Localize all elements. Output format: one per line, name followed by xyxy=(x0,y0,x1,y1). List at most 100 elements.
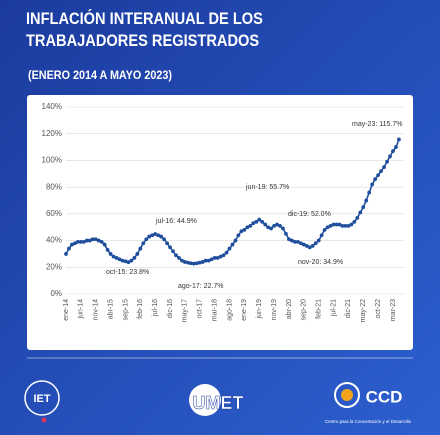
data-point xyxy=(156,233,161,238)
iet-logo: IET xyxy=(33,393,50,405)
annotation: dic-19: 52.0% xyxy=(288,211,331,218)
data-point xyxy=(316,238,321,243)
x-tick-label: jun-19 xyxy=(256,299,263,320)
iet-logo-dot xyxy=(41,417,47,423)
data-point xyxy=(355,215,360,220)
x-tick-label: ene-19 xyxy=(241,299,248,321)
umet-logo: UMET xyxy=(193,393,244,413)
data-point xyxy=(370,182,375,187)
data-point xyxy=(132,256,137,260)
y-tick-label: 40% xyxy=(46,236,62,245)
data-point xyxy=(168,245,172,250)
data-point xyxy=(388,154,392,159)
data-point xyxy=(159,234,164,239)
data-point xyxy=(64,252,68,256)
data-point xyxy=(67,246,71,251)
data-point xyxy=(105,248,110,252)
data-point xyxy=(87,238,92,243)
data-point xyxy=(191,261,196,266)
ccd-logo-ring xyxy=(334,382,360,408)
data-point xyxy=(382,165,386,170)
data-point xyxy=(263,222,268,227)
y-tick-label: 140% xyxy=(42,102,62,111)
title-box: INFLACIÓN INTERANUAL DE LOS TRABAJADORES… xyxy=(26,9,263,50)
data-point xyxy=(177,256,181,260)
data-point xyxy=(340,223,345,228)
data-point xyxy=(290,238,294,243)
data-point xyxy=(96,238,101,243)
annotation: jun-19: 55.7% xyxy=(245,184,289,191)
ccd-logo-drop xyxy=(341,389,353,401)
data-point xyxy=(239,229,244,234)
data-point xyxy=(287,237,291,242)
data-point xyxy=(331,222,336,227)
x-tick-label: sep-15 xyxy=(122,299,129,321)
x-tick-label: ene-14 xyxy=(63,299,70,321)
data-point xyxy=(301,242,306,247)
y-tick-label: 20% xyxy=(46,262,62,271)
x-tick-label: ago-18 xyxy=(226,299,233,321)
data-point xyxy=(114,256,119,260)
data-point xyxy=(325,225,330,230)
data-point xyxy=(185,260,190,265)
x-tick-label: dic-21 xyxy=(345,299,352,318)
x-tick-label: mar-23 xyxy=(390,299,397,321)
data-point xyxy=(260,219,265,224)
annotation: jul-16: 44.9% xyxy=(155,218,197,225)
data-point xyxy=(209,257,214,262)
data-point xyxy=(257,217,262,222)
data-point xyxy=(221,253,226,258)
data-point xyxy=(153,232,158,236)
data-point xyxy=(304,244,309,248)
data-point xyxy=(343,223,348,228)
data-point xyxy=(126,260,131,265)
data-point xyxy=(120,258,125,263)
x-tick-label: mar-18 xyxy=(211,299,218,321)
data-point xyxy=(307,245,312,250)
data-point xyxy=(117,257,122,262)
data-point xyxy=(346,223,351,228)
data-point xyxy=(81,240,86,244)
data-point xyxy=(352,219,357,224)
data-point xyxy=(138,246,143,251)
data-point xyxy=(367,190,372,195)
x-tick-label: jul-16 xyxy=(152,299,159,317)
data-point xyxy=(385,159,389,164)
data-point xyxy=(251,221,256,226)
annotation: may-23: 115.7% xyxy=(352,121,402,128)
data-point xyxy=(197,260,202,265)
x-tick-label: sep-20 xyxy=(301,299,308,321)
data-point xyxy=(75,240,80,244)
data-point xyxy=(102,242,107,247)
data-point xyxy=(200,260,205,264)
x-tick-label: oct-17 xyxy=(197,299,204,319)
data-point xyxy=(248,223,253,228)
data-point xyxy=(147,234,152,239)
chart-panel xyxy=(27,95,413,350)
data-point xyxy=(70,242,74,247)
data-point xyxy=(108,252,113,256)
data-point xyxy=(358,210,363,215)
x-tick-label: may-17 xyxy=(182,299,189,322)
x-tick-label: jun-14 xyxy=(78,299,85,320)
annotation: ago-17: 22.7% xyxy=(178,283,224,290)
data-point xyxy=(141,241,146,246)
data-point xyxy=(180,258,184,263)
data-point xyxy=(269,226,274,231)
data-point xyxy=(188,261,193,266)
data-point xyxy=(236,233,241,238)
x-tick-label: dic-16 xyxy=(167,299,174,318)
data-point xyxy=(111,254,116,259)
data-point xyxy=(165,241,169,246)
data-point xyxy=(162,237,166,242)
data-point xyxy=(78,240,83,244)
data-point xyxy=(266,225,271,230)
data-point xyxy=(278,223,282,228)
data-point xyxy=(292,240,297,244)
data-point xyxy=(298,241,303,246)
data-point xyxy=(328,223,333,228)
data-point xyxy=(99,240,104,244)
data-point xyxy=(376,173,381,178)
data-point xyxy=(322,227,327,232)
